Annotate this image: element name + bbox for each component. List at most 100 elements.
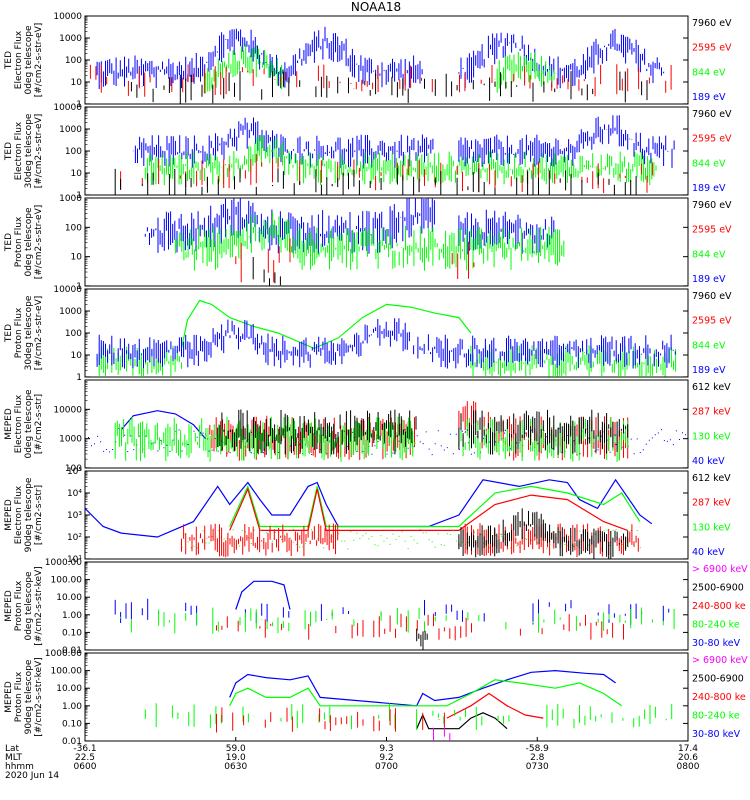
- footer-value: 17.4: [678, 744, 698, 754]
- series-marks: [216, 707, 445, 733]
- y-axis-label-line: Proton Flux: [14, 671, 24, 722]
- legend-entry: > 6900 keV: [692, 655, 748, 666]
- series-group: [144, 669, 673, 741]
- y-axis-label-line: Electron Flux: [14, 394, 24, 453]
- y-axis-label: TEDElectron Flux30deg telescope[#/cm2-s-…: [4, 113, 44, 188]
- series-marks: [181, 523, 639, 558]
- y-axis-label-line: Proton Flux: [14, 580, 24, 631]
- y-axis-label-line: TED: [4, 324, 14, 343]
- footer-row-label: MLT: [5, 753, 23, 763]
- y-tick-label: 1000.00: [45, 558, 82, 568]
- series-marks: [252, 257, 281, 286]
- y-axis-label-line: 0deg telescope: [24, 389, 34, 459]
- y-tick-label: 1000: [59, 307, 82, 317]
- legend-entry: 30-80 keV: [692, 729, 741, 740]
- panel-7: 0.010.101.0010.00100.001000.00MEPEDProto…: [4, 558, 748, 656]
- y-tick-label: 0.01: [62, 646, 82, 656]
- y-tick-label: 1000: [59, 194, 82, 204]
- series-group: [89, 26, 672, 104]
- y-tick-label: 10³: [67, 511, 82, 521]
- plot-frame: [84, 379, 689, 469]
- y-tick-label: 0.10: [62, 628, 82, 638]
- y-tick-label: 10000: [53, 405, 82, 415]
- series-marks: [144, 703, 673, 731]
- panel-6: 10¹ 10² 10³ 10⁴ 10⁵ MEPEDElectron Flux90deg t…: [4, 467, 731, 565]
- legend-entry: 189 eV: [692, 92, 726, 103]
- legend-entry: 30-80 keV: [692, 638, 741, 649]
- legend-entry: 40 keV: [692, 456, 725, 467]
- legend-entry: 2595 eV: [692, 225, 732, 236]
- y-axis-label-line: 0deg telescope: [24, 571, 34, 641]
- series-marks: [235, 238, 475, 283]
- y-axis-label: MEPEDProton Flux90deg telescope[#/cm2-s-…: [4, 657, 44, 736]
- series-marks: [433, 725, 451, 741]
- y-tick-label: 1: [76, 100, 82, 110]
- y-tick-label: 10000: [53, 12, 82, 22]
- footer-value: 0600: [74, 762, 97, 772]
- y-tick-label: 1000.00: [45, 649, 82, 659]
- y-tick-label: 1000: [59, 125, 82, 135]
- y-tick-label: 1: [76, 282, 82, 292]
- footer-value: 19.0: [226, 753, 246, 763]
- panel-8: 0.010.101.0010.00100.001000.00MEPEDProto…: [4, 649, 748, 747]
- footer-row-label: hhmm: [5, 762, 34, 772]
- footer-value: 59.0: [226, 744, 246, 754]
- y-tick-label: 10⁵: [67, 467, 82, 477]
- footer-date: 2020 Jun 14: [5, 771, 59, 781]
- series-marks: [120, 607, 675, 634]
- legend-entry: 80-240 ke: [692, 711, 740, 722]
- footer-value: 0730: [526, 762, 549, 772]
- legend-entry: 130 keV: [692, 522, 731, 533]
- series-marks: [144, 198, 555, 255]
- y-axis-label-line: Electron Flux: [14, 121, 24, 180]
- plot-frame: [84, 470, 689, 560]
- y-tick-label: 10000: [53, 285, 82, 295]
- legend-entry: 130 keV: [692, 431, 731, 442]
- series-line: [180, 299, 472, 350]
- series-line: [229, 679, 623, 707]
- footer-value: 9.2: [379, 753, 393, 763]
- y-tick-label: 0.01: [62, 737, 82, 747]
- y-axis-label-line: [#/cm2-s-str]: [34, 394, 44, 454]
- y-tick-label: 1: [76, 373, 82, 383]
- legend-entry: 7960 eV: [692, 18, 732, 29]
- panel-2: 1 10 100 1000 10000 TEDElectron Flux30deg tel…: [4, 103, 732, 201]
- series-marks: [216, 613, 624, 641]
- y-tick-label: 10: [71, 253, 83, 263]
- y-axis-label-line: TED: [4, 51, 14, 70]
- legend-entry: 2500-6900: [692, 674, 744, 685]
- y-tick-label: 1000: [59, 435, 82, 445]
- series-marks: [89, 64, 672, 97]
- legend-entry: 189 eV: [692, 365, 726, 376]
- y-axis-label: TEDProton Flux0deg telescope[#/cm2-s-str…: [4, 205, 44, 280]
- legend-entry: 7960 eV: [692, 200, 732, 211]
- footer-value: 0800: [677, 762, 700, 772]
- y-axis-label: TEDProton Flux30deg telescope[#/cm2-s-st…: [4, 295, 44, 370]
- legend-entry: 2595 eV: [692, 316, 732, 327]
- figure-title: NOAA18: [351, 0, 401, 14]
- y-tick-label: 1000: [59, 34, 82, 44]
- legend-entry: 612 keV: [692, 473, 731, 484]
- y-axis-label-line: Proton Flux: [14, 307, 24, 358]
- legend-entry: 80-240 ke: [692, 620, 740, 631]
- y-tick-label: 10⁴: [67, 489, 82, 499]
- y-axis-label-line: [#/cm2-s-str-eV]: [34, 114, 44, 189]
- y-tick-label: 100.00: [51, 576, 83, 586]
- series-group: [114, 115, 675, 195]
- panel-3: 1 10 100 1000 TEDProton Flux0deg telescope[#…: [4, 194, 732, 292]
- footer-value: 22.5: [75, 753, 95, 763]
- series-group: [85, 478, 653, 559]
- plot-frame: [84, 652, 689, 742]
- y-tick-label: 10.00: [56, 593, 82, 603]
- series-marks: [416, 628, 428, 650]
- y-axis-label-line: 0deg telescope: [24, 25, 34, 95]
- legend-entry: 189 eV: [692, 183, 726, 194]
- plot-frame: [84, 15, 689, 105]
- series-marks: [181, 528, 641, 550]
- y-axis-label-line: [#/cm2-s-str-eV]: [34, 205, 44, 280]
- y-tick-label: 10.00: [56, 684, 82, 694]
- y-axis-label-line: 30deg telescope: [24, 113, 34, 188]
- footer: Lat -36.1 59.0 9.3 -58.9 17.4 MLT 22.5 19.0 9.2 2.…: [5, 737, 700, 781]
- panel-4: 1 10 100 1000 10000 TEDProton Flux30deg teles…: [4, 285, 732, 383]
